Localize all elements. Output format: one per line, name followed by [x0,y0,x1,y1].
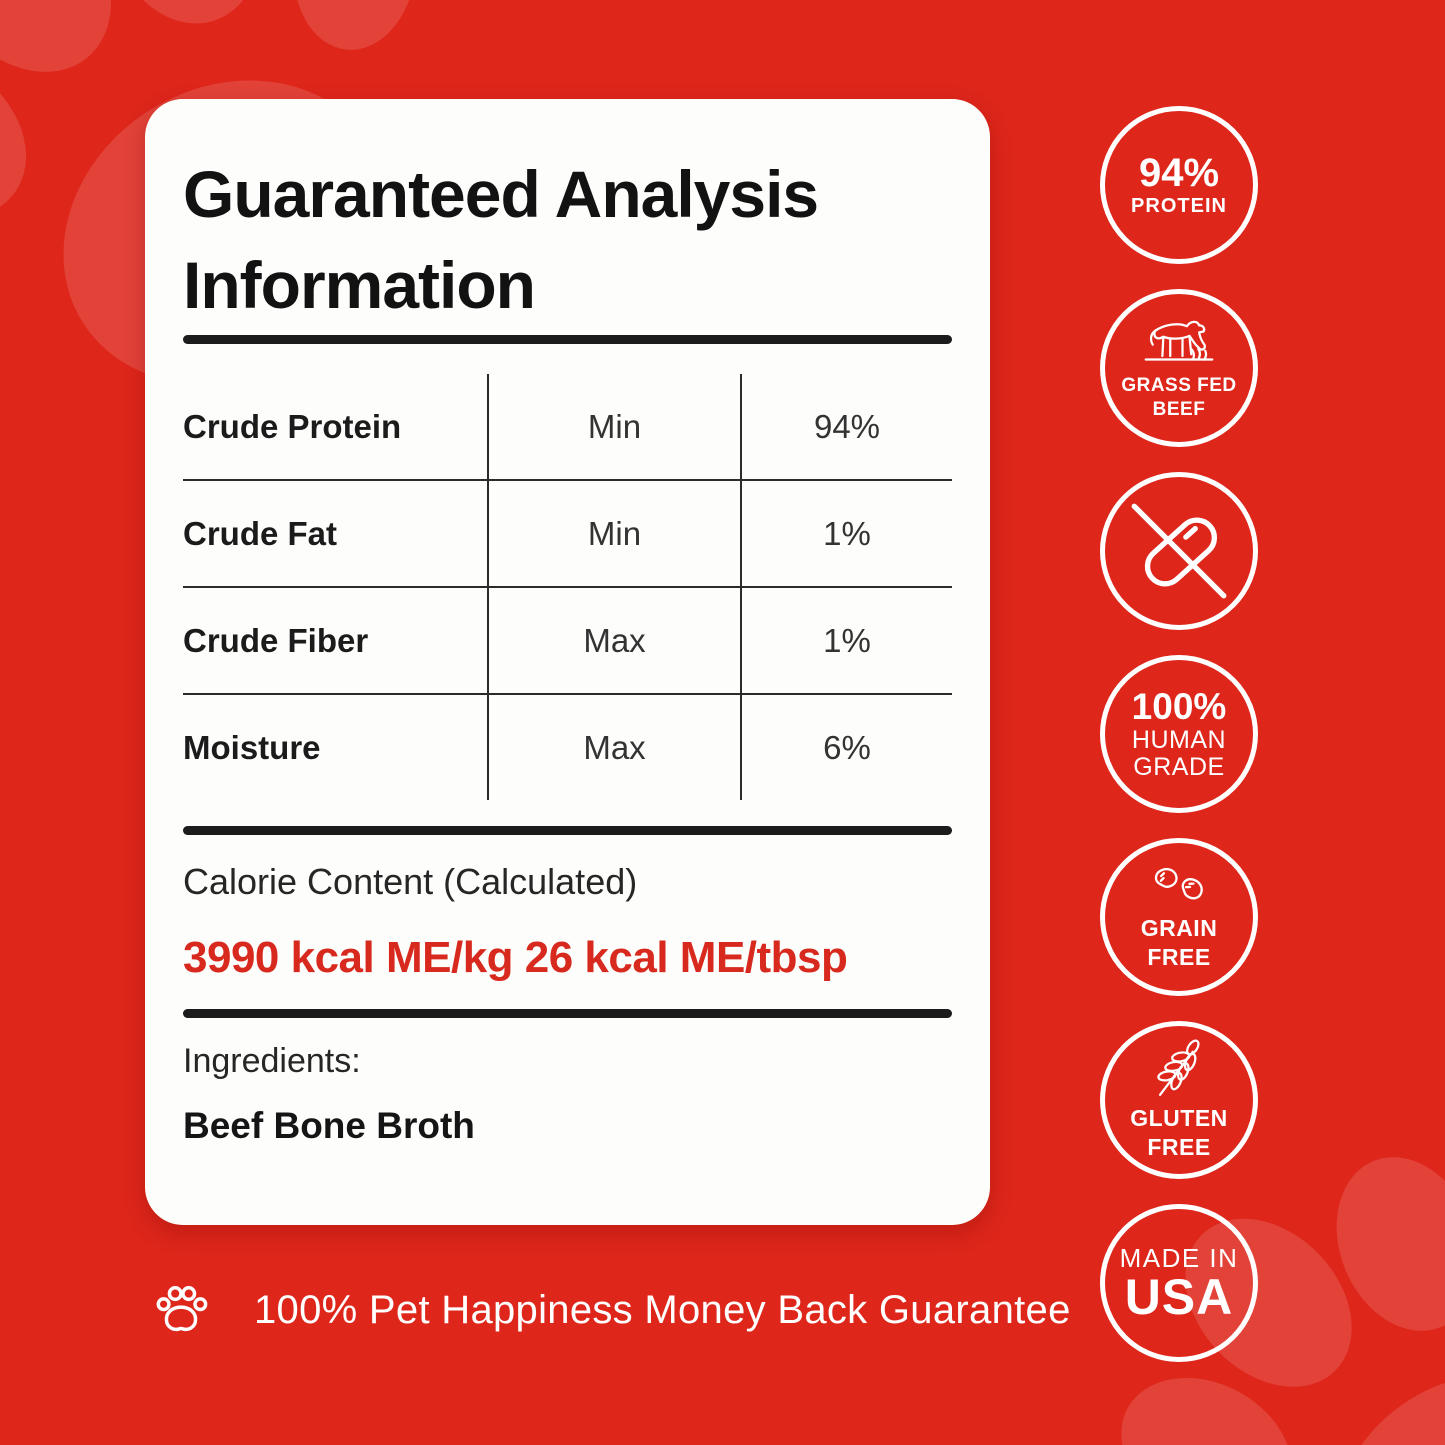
page-title: Guaranteed Analysis Information [183,157,819,323]
badge-column: 94% PROTEIN GRASS FED BEEF [1100,106,1258,1362]
row-label: Crude Protein [183,407,402,445]
grass-fed-line1: GRASS FED [1121,374,1237,396]
guarantee-text: 100% Pet Happiness Money Back Guarantee [254,1287,1071,1332]
row-label: Crude Fiber [183,621,369,659]
calorie-content-value: 3990 kcal ME/kg 26 kcal ME/tbsp [183,933,848,983]
made-in-line: MADE IN [1119,1242,1239,1273]
table-row: Crude Protein Min 94% [183,374,952,480]
guarantee-footer: 100% Pet Happiness Money Back Guarantee [152,1282,1071,1338]
grain-free-line2: FREE [1147,944,1211,970]
row-label: Crude Fat [183,514,338,552]
badge-grass-fed-beef: GRASS FED BEEF [1100,289,1258,447]
row-value: 1% [823,621,871,659]
ingredients-label: Ingredients: [183,1042,361,1081]
protein-percent: 94% [1138,151,1220,195]
table-row: Crude Fat Min 1% [183,479,952,587]
human-grade-percent: 100% [1131,685,1227,727]
row-value: 1% [823,514,871,552]
usa-line: USA [1124,1269,1234,1326]
row-value: 6% [823,728,871,766]
badge-human-grade: 100% HUMAN GRADE [1100,655,1258,813]
calorie-content-label: Calorie Content (Calculated) [183,861,638,903]
badge-no-additives [1100,472,1258,630]
grass-fed-line2: BEEF [1152,399,1206,420]
cow-icon [1144,320,1214,361]
badge-gluten-free: GLUTEN FREE [1100,1021,1258,1179]
gluten-free-line1: GLUTEN [1130,1105,1228,1132]
badge-94-protein: 94% PROTEIN [1100,106,1258,264]
wheat-icon [1157,1039,1200,1097]
analysis-table: Crude Protein Min 94% Crude Fat Min 1% C… [183,374,952,801]
ingredients-value: Beef Bone Broth [183,1105,475,1147]
table-row: Moisture Max 6% [183,693,952,801]
table-row: Crude Fiber Max 1% [183,586,952,694]
section-divider [183,335,952,345]
row-basis: Max [487,588,742,694]
analysis-card: Guaranteed Analysis Information Crude Pr… [145,99,990,1225]
human-grade-line2: GRADE [1133,753,1225,782]
row-value: 94% [813,407,881,445]
row-basis: Min [487,374,742,480]
row-label: Moisture [183,728,321,766]
no-pills-icon [1131,503,1227,599]
protein-label: PROTEIN [1131,195,1227,217]
section-divider [183,826,952,836]
badge-made-in-usa: MADE IN USA [1100,1204,1258,1362]
human-grade-line1: HUMAN [1131,726,1227,755]
gluten-free-line2: FREE [1147,1134,1211,1160]
row-basis: Max [487,695,742,801]
badge-grain-free: GRAIN FREE [1100,838,1258,996]
row-basis: Min [487,481,742,587]
grain-free-line1: GRAIN [1140,915,1218,942]
beans-icon [1154,868,1203,900]
paw-icon [156,1286,208,1332]
section-divider [183,1009,952,1019]
